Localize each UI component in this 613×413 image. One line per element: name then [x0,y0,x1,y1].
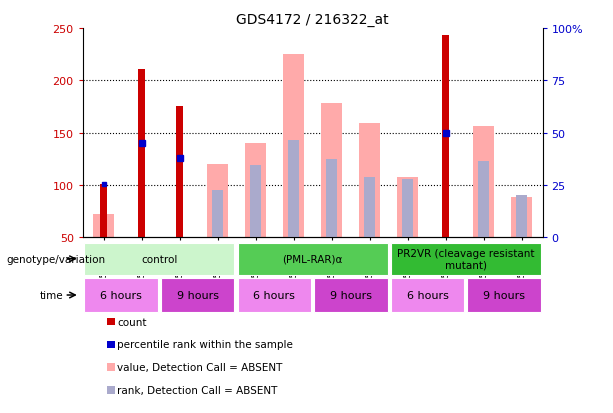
Text: rank, Detection Call = ABSENT: rank, Detection Call = ABSENT [117,385,278,395]
Bar [397,178,418,237]
Bar [402,179,413,237]
Bar [212,190,223,237]
Bar [364,178,375,237]
Bar [101,184,107,237]
Bar [283,55,304,237]
Bar [511,198,532,237]
Bar [516,196,527,237]
Text: (PML-RAR)α: (PML-RAR)α [283,254,343,264]
Text: time: time [40,290,64,300]
Text: 6 hours: 6 hours [253,290,295,300]
Bar [207,164,228,237]
Text: count: count [117,317,147,327]
Title: GDS4172 / 216322_at: GDS4172 / 216322_at [237,12,389,26]
Text: value, Detection Call = ABSENT: value, Detection Call = ABSENT [117,362,283,372]
Bar [238,278,311,312]
Bar [314,278,388,312]
Bar [359,124,380,237]
Bar [161,278,235,312]
Bar [442,36,449,237]
Text: 6 hours: 6 hours [406,290,449,300]
Bar [245,144,266,237]
Bar [93,214,114,237]
Bar [250,166,261,237]
Bar [326,159,337,237]
Text: control: control [141,254,178,264]
Bar [176,107,183,237]
Bar [138,69,145,237]
Bar [473,127,494,237]
Bar [391,243,541,275]
Text: 9 hours: 9 hours [330,290,372,300]
Text: 9 hours: 9 hours [483,290,525,300]
Bar [321,104,342,237]
Text: PR2VR (cleavage resistant
mutant): PR2VR (cleavage resistant mutant) [397,248,535,270]
Bar [85,278,158,312]
Bar [85,243,235,275]
Bar [478,161,489,237]
Text: 9 hours: 9 hours [177,290,219,300]
Bar [238,243,388,275]
Bar [391,278,465,312]
Text: percentile rank within the sample: percentile rank within the sample [117,339,293,349]
Bar [467,278,541,312]
Text: genotype/variation: genotype/variation [6,254,105,264]
Text: 6 hours: 6 hours [100,290,142,300]
Bar [288,140,299,237]
